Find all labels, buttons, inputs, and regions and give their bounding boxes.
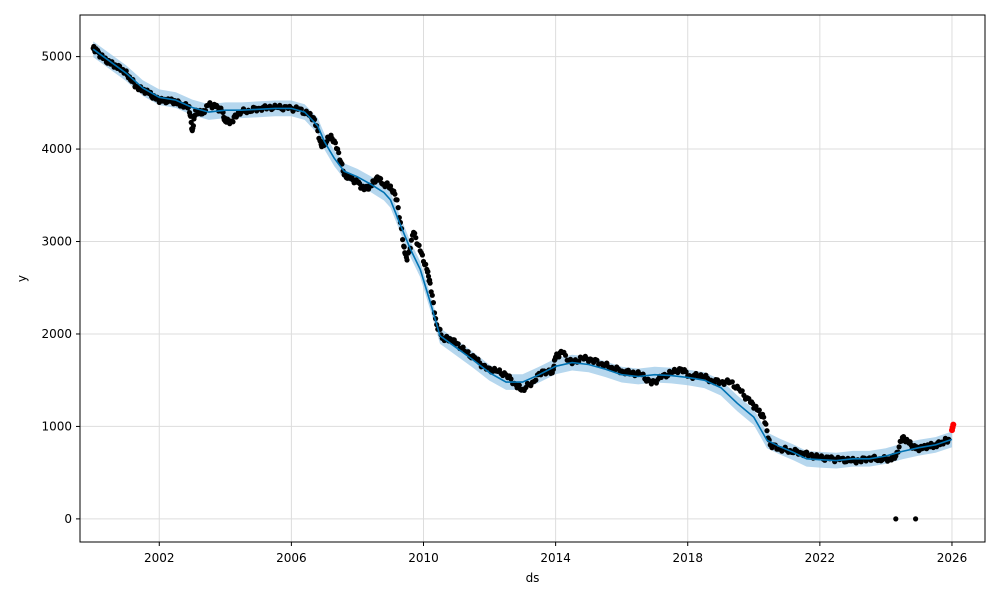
observed-point <box>339 161 345 167</box>
uncertainty-band <box>93 41 952 469</box>
observed-point <box>423 261 429 267</box>
observed-point <box>190 123 196 129</box>
observed-point <box>764 428 770 434</box>
y-tick-label: 4000 <box>41 142 72 156</box>
observed-point <box>594 357 600 363</box>
observed-point <box>401 244 407 250</box>
observed-point <box>763 421 769 427</box>
observed-point <box>427 280 433 286</box>
y-tick-label: 5000 <box>41 50 72 64</box>
observed-point <box>416 242 422 248</box>
observed-point <box>533 377 539 383</box>
observed-point <box>896 444 902 450</box>
observed-point <box>425 269 431 275</box>
plot-frame <box>79 14 986 543</box>
x-tick-label: 2014 <box>540 551 571 565</box>
x-tick-label: 2018 <box>672 551 703 565</box>
observed-point <box>756 407 762 413</box>
x-axis-ticks: 2002 2006 2010 2014 2018 2022 2026 <box>144 542 967 565</box>
observed-point <box>465 349 471 355</box>
observed-point <box>460 344 466 350</box>
y-axis-label: y <box>15 275 29 282</box>
observed-point <box>404 257 410 263</box>
observed-point <box>683 369 689 375</box>
observed-points-layer <box>90 43 952 522</box>
observed-point <box>556 354 562 360</box>
observed-point <box>395 205 401 211</box>
observed-point <box>230 119 236 125</box>
observed-point <box>858 459 864 465</box>
x-tick-label: 2022 <box>805 551 836 565</box>
x-tick-label: 2010 <box>408 551 439 565</box>
observed-point <box>336 150 342 156</box>
observed-point <box>508 376 514 382</box>
observed-point <box>332 140 338 146</box>
observed-point <box>739 388 745 394</box>
x-tick-label: 2026 <box>937 551 968 565</box>
observed-point <box>394 197 400 203</box>
x-axis-label: ds <box>526 571 540 585</box>
observed-point <box>675 369 681 376</box>
x-tick-label: 2006 <box>276 551 307 565</box>
y-tick-label: 2000 <box>41 327 72 341</box>
forecast-line-layer <box>92 48 953 462</box>
observed-point <box>408 237 414 243</box>
observed-point <box>562 352 569 358</box>
observed-point <box>392 191 398 197</box>
y-tick-label: 0 <box>64 512 72 526</box>
y-tick-label: 1000 <box>41 419 72 433</box>
observed-point <box>761 414 767 420</box>
outlier-point <box>893 516 899 522</box>
x-tick-label: 2002 <box>144 551 175 565</box>
recent-point <box>950 421 957 428</box>
observed-point <box>412 230 418 236</box>
observed-point <box>419 252 425 258</box>
observed-point <box>413 235 419 241</box>
uncertainty-band-layer <box>93 41 952 469</box>
observed-point <box>729 379 735 385</box>
observed-point <box>429 292 435 298</box>
outlier-point <box>913 516 919 522</box>
y-axis-ticks: 0 1000 2000 3000 4000 5000 <box>41 50 80 526</box>
observed-point <box>400 237 406 243</box>
observed-point <box>430 300 436 306</box>
observed-point <box>516 382 522 388</box>
forecast-line <box>92 48 953 462</box>
observed-point <box>378 176 384 182</box>
observed-point <box>455 341 461 347</box>
y-tick-label: 3000 <box>41 235 72 249</box>
recent-points-layer <box>949 421 957 434</box>
